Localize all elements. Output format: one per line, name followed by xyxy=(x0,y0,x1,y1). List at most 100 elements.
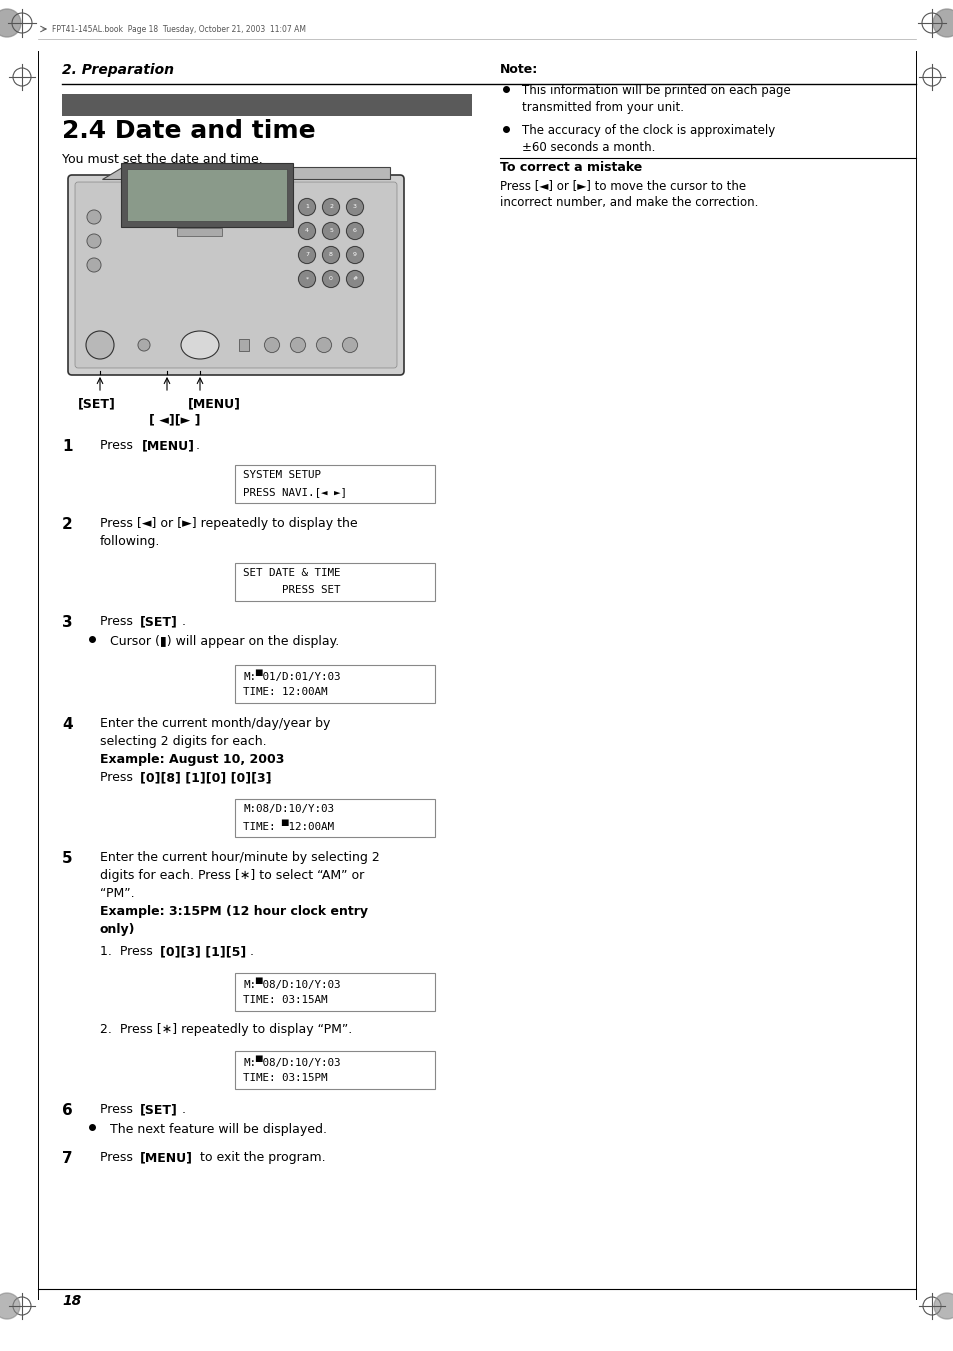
Text: 3: 3 xyxy=(353,204,356,209)
Bar xyxy=(177,228,222,236)
FancyBboxPatch shape xyxy=(75,182,396,367)
Text: 2.4 Date and time: 2.4 Date and time xyxy=(62,119,315,143)
Text: “PM”.: “PM”. xyxy=(100,888,134,900)
Bar xyxy=(62,95,472,116)
Text: [MENU]: [MENU] xyxy=(140,1151,193,1165)
Text: 8: 8 xyxy=(329,253,333,258)
Text: SET DATE & TIME: SET DATE & TIME xyxy=(243,567,340,578)
Text: This information will be printed on each page: This information will be printed on each… xyxy=(521,84,790,97)
Bar xyxy=(234,563,435,601)
Text: Enter the current month/day/year by: Enter the current month/day/year by xyxy=(100,717,330,730)
Text: .: . xyxy=(182,1102,186,1116)
Circle shape xyxy=(0,1293,20,1319)
Bar xyxy=(234,465,435,503)
Circle shape xyxy=(298,199,315,216)
Text: 2. Preparation: 2. Preparation xyxy=(62,63,173,77)
Text: M:▀08/D:10/Y:03: M:▀08/D:10/Y:03 xyxy=(243,1056,340,1067)
Text: M:▀01/D:01/Y:03: M:▀01/D:01/Y:03 xyxy=(243,670,340,681)
Text: 0: 0 xyxy=(329,277,333,281)
Text: [MENU]: [MENU] xyxy=(142,439,194,453)
Text: [0][3] [1][5]: [0][3] [1][5] xyxy=(160,944,246,958)
Bar xyxy=(234,973,435,1011)
Text: PRESS NAVI.[◄ ►]: PRESS NAVI.[◄ ►] xyxy=(243,486,347,497)
Text: [0][8] [1][0] [0][3]: [0][8] [1][0] [0][3] xyxy=(140,771,272,784)
Circle shape xyxy=(932,9,953,36)
Text: Press: Press xyxy=(100,1102,136,1116)
Circle shape xyxy=(342,338,357,353)
Text: .: . xyxy=(182,615,186,628)
Text: Press [◄] or [►] to move the cursor to the: Press [◄] or [►] to move the cursor to t… xyxy=(499,178,745,192)
Circle shape xyxy=(86,331,113,359)
Circle shape xyxy=(264,338,279,353)
Bar xyxy=(121,163,293,227)
Text: Press [◄] or [►] repeatedly to display the: Press [◄] or [►] repeatedly to display t… xyxy=(100,517,357,530)
Text: ±60 seconds a month.: ±60 seconds a month. xyxy=(521,141,655,154)
Text: 2.  Press [∗] repeatedly to display “PM”.: 2. Press [∗] repeatedly to display “PM”. xyxy=(100,1023,352,1036)
Circle shape xyxy=(298,270,315,288)
Text: To correct a mistake: To correct a mistake xyxy=(499,161,641,174)
Circle shape xyxy=(322,199,339,216)
FancyBboxPatch shape xyxy=(68,176,403,376)
Text: TIME: ▀12:00AM: TIME: ▀12:00AM xyxy=(243,821,334,831)
Text: The next feature will be displayed.: The next feature will be displayed. xyxy=(110,1123,327,1136)
Text: #: # xyxy=(352,277,357,281)
Circle shape xyxy=(933,1293,953,1319)
Text: M:08/D:10/Y:03: M:08/D:10/Y:03 xyxy=(243,804,334,815)
Text: digits for each. Press [∗] to select “AM” or: digits for each. Press [∗] to select “AM… xyxy=(100,869,364,882)
Text: SYSTEM SETUP: SYSTEM SETUP xyxy=(243,470,320,480)
Text: .: . xyxy=(268,771,272,784)
Text: Enter the current hour/minute by selecting 2: Enter the current hour/minute by selecti… xyxy=(100,851,379,865)
Polygon shape xyxy=(102,168,390,178)
Text: Example: 3:15PM (12 hour clock entry: Example: 3:15PM (12 hour clock entry xyxy=(100,905,368,917)
Text: .: . xyxy=(250,944,253,958)
Text: 18: 18 xyxy=(62,1294,81,1308)
Bar xyxy=(234,1051,435,1089)
Bar xyxy=(234,665,435,703)
Text: The accuracy of the clock is approximately: The accuracy of the clock is approximate… xyxy=(521,124,775,136)
Text: 6: 6 xyxy=(62,1102,72,1119)
Text: 4: 4 xyxy=(305,228,309,234)
Circle shape xyxy=(87,258,101,272)
Circle shape xyxy=(346,223,363,239)
Text: to exit the program.: to exit the program. xyxy=(195,1151,325,1165)
Text: M:▀08/D:10/Y:03: M:▀08/D:10/Y:03 xyxy=(243,978,340,989)
Text: Press: Press xyxy=(100,615,136,628)
Text: Press: Press xyxy=(100,1151,136,1165)
Text: incorrect number, and make the correction.: incorrect number, and make the correctio… xyxy=(499,196,758,209)
Text: 9: 9 xyxy=(353,253,356,258)
Text: 1.  Press: 1. Press xyxy=(100,944,156,958)
Circle shape xyxy=(316,338,331,353)
Text: PRESS SET: PRESS SET xyxy=(243,585,340,594)
Circle shape xyxy=(87,209,101,224)
Text: Note:: Note: xyxy=(499,63,537,76)
Text: [SET]: [SET] xyxy=(78,397,115,409)
Text: Press: Press xyxy=(100,439,136,453)
Circle shape xyxy=(298,223,315,239)
Text: 6: 6 xyxy=(353,228,356,234)
Text: [ ◄][► ]: [ ◄][► ] xyxy=(149,413,200,426)
Text: Example: August 10, 2003: Example: August 10, 2003 xyxy=(100,753,284,766)
Circle shape xyxy=(298,246,315,263)
Bar xyxy=(239,339,249,351)
Bar xyxy=(234,798,435,838)
Text: You must set the date and time.: You must set the date and time. xyxy=(62,153,262,166)
Text: [MENU]: [MENU] xyxy=(188,397,241,409)
Text: 1: 1 xyxy=(62,439,72,454)
Text: 4: 4 xyxy=(62,717,72,732)
Text: 2: 2 xyxy=(62,517,72,532)
Circle shape xyxy=(291,338,305,353)
Text: Cursor (▮) will appear on the display.: Cursor (▮) will appear on the display. xyxy=(110,635,339,648)
Text: 2: 2 xyxy=(329,204,333,209)
Text: 7: 7 xyxy=(62,1151,72,1166)
Circle shape xyxy=(346,199,363,216)
Circle shape xyxy=(346,270,363,288)
Text: TIME: 03:15AM: TIME: 03:15AM xyxy=(243,994,327,1005)
Bar xyxy=(127,169,287,222)
Text: TIME: 12:00AM: TIME: 12:00AM xyxy=(243,688,327,697)
Text: 3: 3 xyxy=(62,615,72,630)
Text: 7: 7 xyxy=(305,253,309,258)
Text: transmitted from your unit.: transmitted from your unit. xyxy=(521,101,683,113)
Circle shape xyxy=(322,246,339,263)
Text: [SET]: [SET] xyxy=(140,615,177,628)
Text: only): only) xyxy=(100,923,135,936)
